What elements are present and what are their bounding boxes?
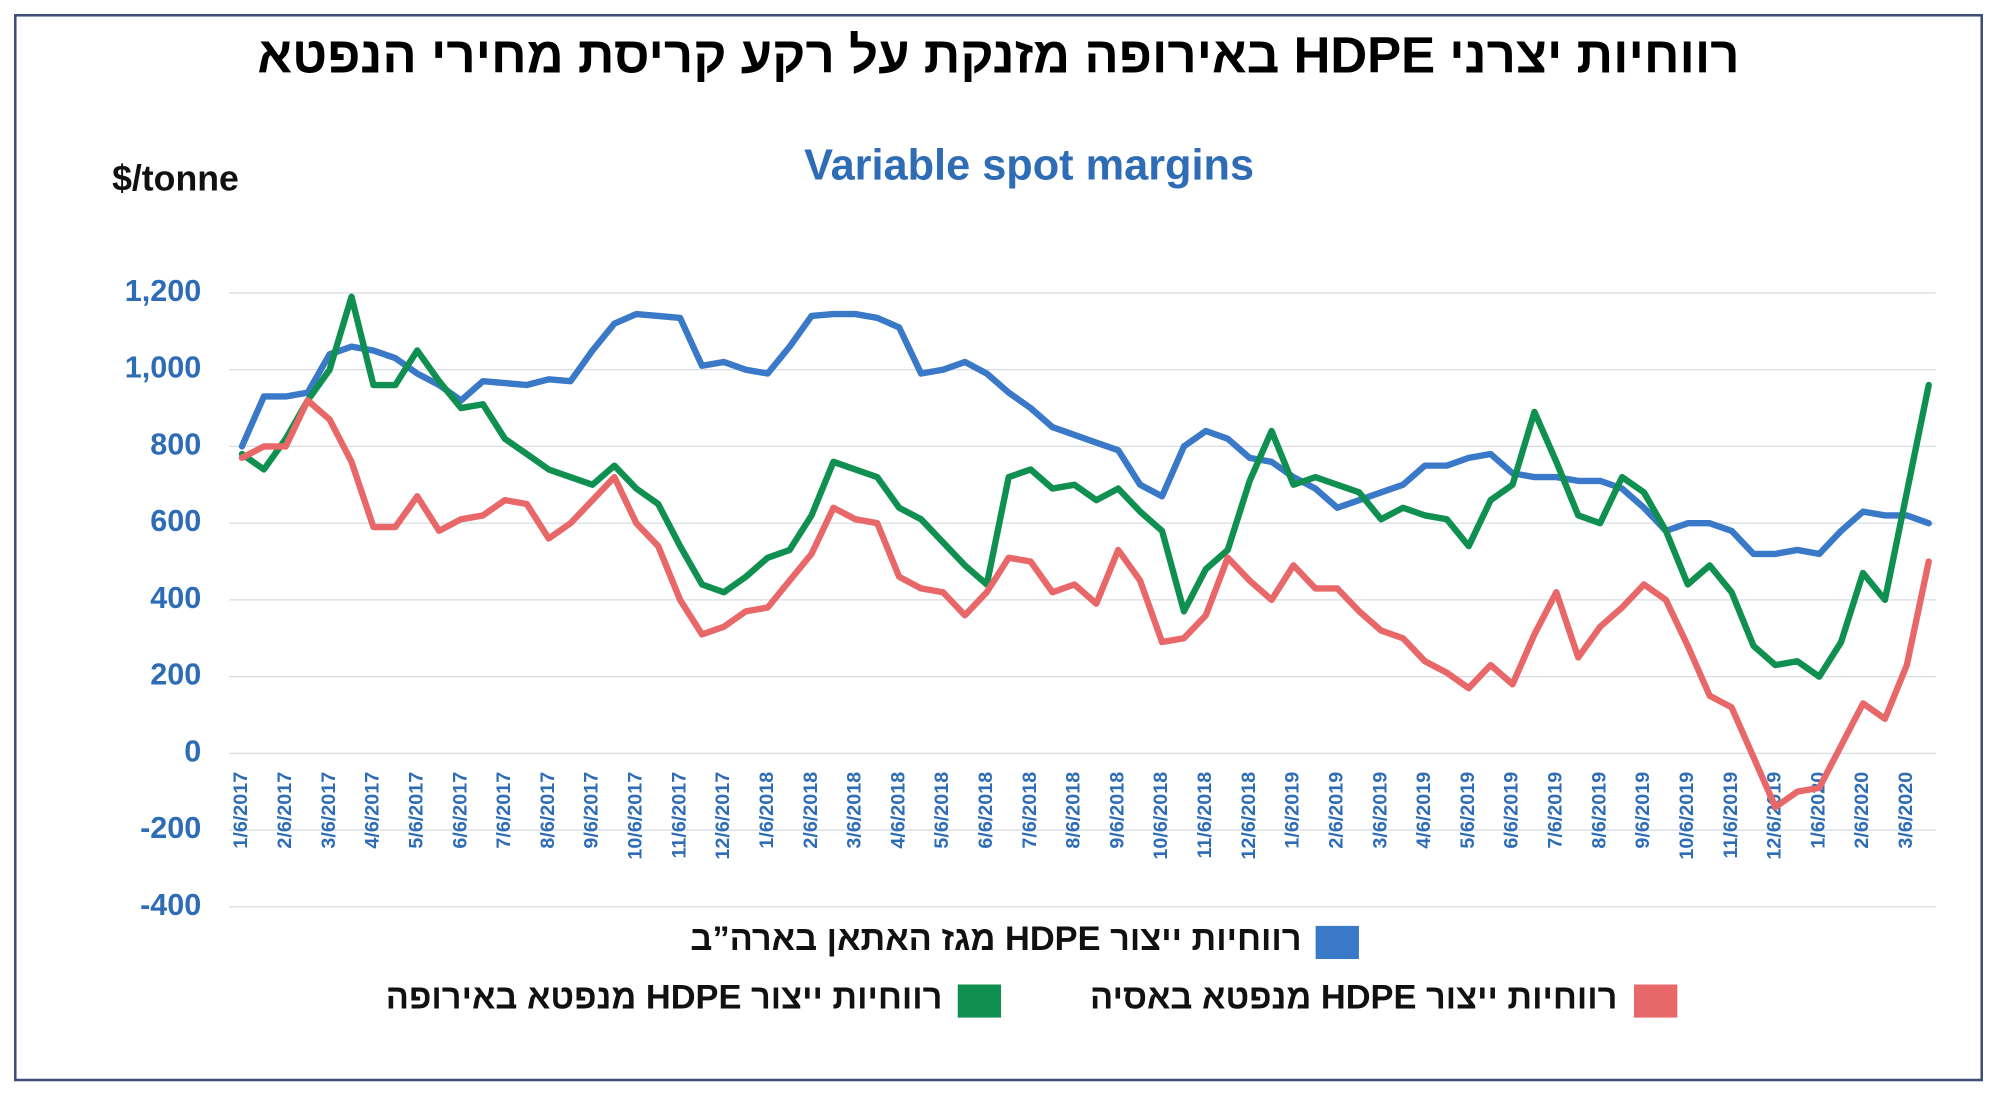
x-tick-label: 5/6/2019 <box>1457 772 1479 849</box>
x-tick-label: 11/6/2018 <box>1194 772 1216 859</box>
y-tick-label: -200 <box>140 811 201 845</box>
x-tick-label: 1/6/2018 <box>756 772 778 849</box>
x-tick-label: 6/6/2017 <box>449 772 471 849</box>
y-tick-label: 200 <box>150 658 201 692</box>
x-tick-label: 6/6/2018 <box>975 772 997 849</box>
y-tick-label: 400 <box>150 581 201 615</box>
y-tick-label: 800 <box>150 427 201 461</box>
series-line <box>238 397 1932 811</box>
x-tick-label: 7/6/2018 <box>1019 772 1041 849</box>
y-tick-label: 1,000 <box>125 351 201 385</box>
x-tick-label: 10/6/2018 <box>1150 772 1172 860</box>
x-tick-label: 4/6/2018 <box>887 772 909 849</box>
y-tick-label: 600 <box>150 504 201 538</box>
legend-label: רווחיות ייצור HDPE מנפטא באסיה <box>1090 978 1618 1017</box>
y-tick-label: 1,200 <box>125 274 201 308</box>
x-tick-label: 3/6/2019 <box>1369 772 1391 849</box>
legend-swatch <box>1315 925 1359 960</box>
x-tick-label: 10/6/2019 <box>1676 772 1698 860</box>
x-tick-label: 9/6/2017 <box>581 772 603 849</box>
x-tick-label: 9/6/2019 <box>1632 772 1654 849</box>
x-tick-label: 2/6/2018 <box>800 772 822 849</box>
x-tick-label: 4/6/2019 <box>1413 772 1435 849</box>
legend-swatch <box>1634 984 1678 1018</box>
x-tick-label: 8/6/2019 <box>1588 772 1610 849</box>
x-tick-label: 2/6/2017 <box>274 772 296 849</box>
x-tick-label: 8/6/2017 <box>537 772 559 849</box>
series-line <box>238 293 1932 680</box>
x-tick-label: 2/6/2020 <box>1851 772 1873 849</box>
x-tick-label: 12/6/2017 <box>712 772 734 860</box>
x-tick-label: 10/6/2017 <box>625 772 647 860</box>
x-tick-label: 5/6/2018 <box>931 772 953 849</box>
x-tick-label: 12/6/2018 <box>1238 772 1260 860</box>
x-tick-label: 11/6/2017 <box>668 772 690 859</box>
frame <box>14 14 1983 1082</box>
x-tick-label: 4/6/2017 <box>362 772 384 849</box>
x-tick-label: 1/6/2017 <box>230 772 252 849</box>
x-tick-label: 7/6/2017 <box>493 772 515 849</box>
x-tick-label: 3/6/2017 <box>318 772 340 849</box>
chart-title: רווחיות יצרני HDPE באירופה מזנקת על רקע … <box>257 28 1740 85</box>
x-tick-label: 3/6/2018 <box>844 772 866 849</box>
y-tick-label: 0 <box>184 734 201 768</box>
x-tick-label: 3/6/2020 <box>1895 772 1917 849</box>
x-tick-label: 8/6/2018 <box>1063 772 1085 849</box>
series-line <box>238 310 1932 558</box>
x-tick-label: 7/6/2019 <box>1545 772 1567 849</box>
x-tick-label: 9/6/2018 <box>1106 772 1128 849</box>
y-tick-label: -400 <box>140 888 201 922</box>
x-tick-label: 11/6/2019 <box>1720 772 1742 859</box>
y-axis-label: $/tonne <box>112 158 239 198</box>
legend-label: רווחיות ייצור HDPE מגז האתאן בארה”ב <box>690 919 1302 958</box>
x-tick-label: 6/6/2019 <box>1501 772 1523 849</box>
legend-swatch <box>957 984 1002 1018</box>
chart-subtitle: Variable spot margins <box>804 142 1254 190</box>
x-tick-label: 2/6/2019 <box>1325 772 1347 849</box>
x-tick-label: 1/6/2019 <box>1282 772 1304 849</box>
x-tick-label: 5/6/2017 <box>405 772 427 849</box>
legend-label: רווחיות ייצור HDPE מנפטא באירופה <box>385 978 943 1017</box>
